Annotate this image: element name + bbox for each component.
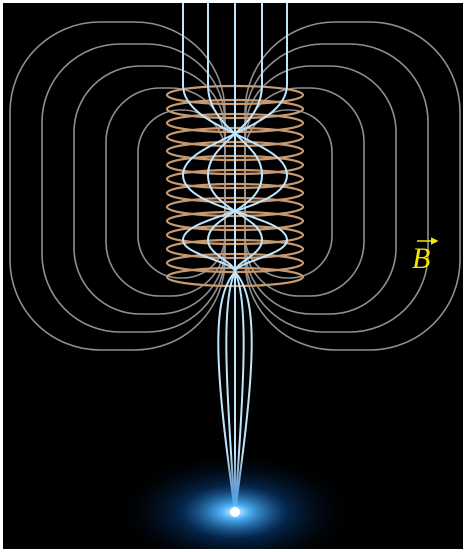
focus-glow — [115, 452, 355, 549]
field-label: B — [412, 242, 430, 275]
field-loop — [245, 110, 332, 278]
magnetic-lens-scene: B — [3, 3, 463, 549]
focus-point — [230, 507, 240, 517]
field-loop — [138, 110, 225, 278]
screenshot: B — [0, 0, 466, 552]
